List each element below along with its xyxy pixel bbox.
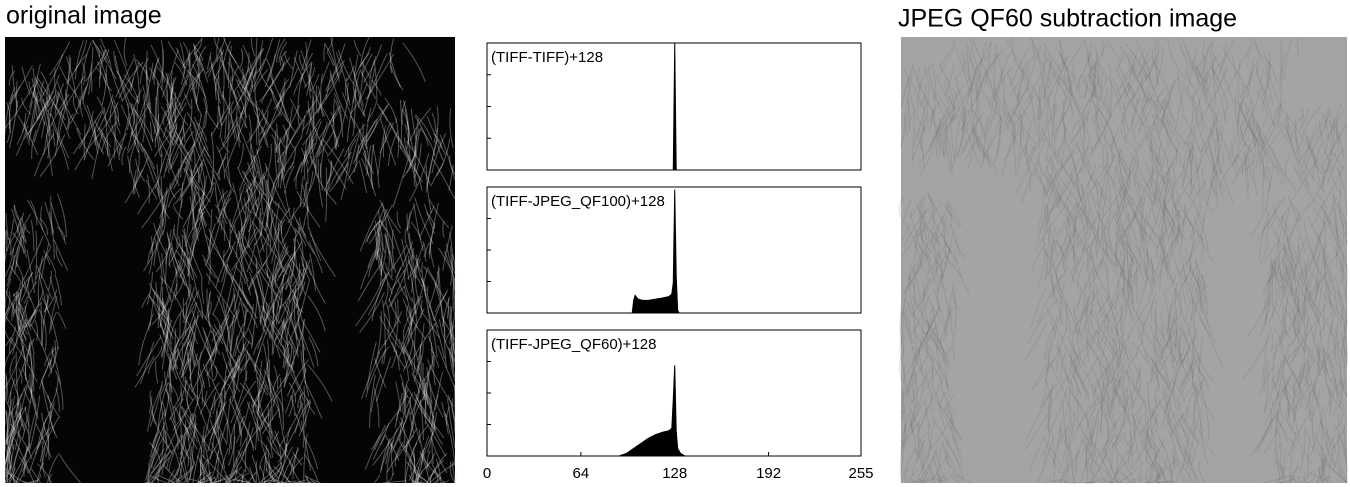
right-title: JPEG QF60 subtraction image <box>898 5 1237 33</box>
x-tick-label: 192 <box>756 465 781 482</box>
histogram <box>619 365 861 456</box>
panel-title: (TIFF-JPEG_QF100)+128 <box>491 193 665 210</box>
left-title: original image <box>6 2 162 30</box>
fibre <box>405 387 406 410</box>
x-tick-label: 64 <box>573 465 590 482</box>
x-tick-label: 0 <box>483 465 491 482</box>
fibre <box>383 137 384 157</box>
histogram <box>632 190 861 313</box>
panel-title: (TIFF-JPEG_QF60)+128 <box>491 336 656 353</box>
fibre <box>31 482 36 483</box>
panel-title: (TIFF-TIFF)+128 <box>491 49 603 66</box>
fibre <box>1302 444 1303 461</box>
fibre <box>204 435 205 458</box>
fibre <box>3 366 5 416</box>
fibre <box>1073 478 1074 483</box>
fibre <box>200 459 201 483</box>
x-tick-label: 255 <box>848 465 873 482</box>
x-tick-label: 128 <box>662 465 687 482</box>
fibre <box>180 314 181 339</box>
